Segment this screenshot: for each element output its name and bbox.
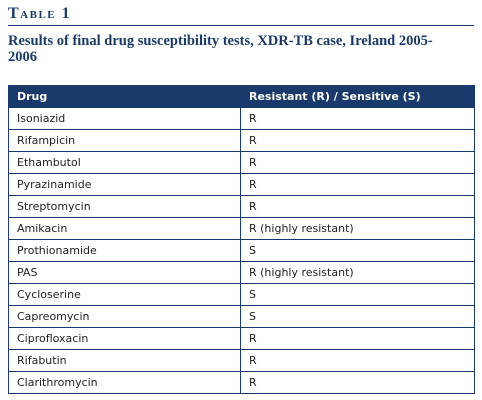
column-header-drug: Drug: [8, 85, 241, 108]
drug-name-cell: Rifabutin: [8, 349, 241, 372]
table-row: PAS R (highly resistant): [8, 261, 475, 284]
table-row: Capreomycin S: [8, 305, 475, 328]
table-row: Rifampicin R: [8, 129, 475, 152]
table-row: Pyrazinamide R: [8, 173, 475, 196]
result-cell: R: [240, 195, 475, 218]
table-row: Clarithromycin R: [8, 371, 475, 394]
table-row: Streptomycin R: [8, 195, 475, 218]
column-header-result: Resistant (R) / Sensitive (S): [240, 85, 475, 108]
table-body: Isoniazid R Rifampicin R Ethambutol R Pyrazina…: [8, 107, 475, 394]
result-cell: S: [240, 283, 475, 306]
susceptibility-table: Drug Resistant (R) / Sensitive (S) Isoni…: [8, 85, 475, 394]
result-cell: R: [240, 129, 475, 152]
drug-name-cell: Rifampicin: [8, 129, 241, 152]
drug-name-cell: Prothionamide: [8, 239, 241, 262]
result-cell: R: [240, 107, 475, 130]
drug-name-cell: Amikacin: [8, 217, 241, 240]
result-cell: R (highly resistant): [240, 217, 475, 240]
result-cell: R: [240, 327, 475, 350]
drug-name-cell: PAS: [8, 261, 241, 284]
drug-name-cell: Cycloserine: [8, 283, 241, 306]
drug-name-cell: Ethambutol: [8, 151, 241, 174]
drug-name-cell: Ciprofloxacin: [8, 327, 241, 350]
drug-name-cell: Streptomycin: [8, 195, 241, 218]
drug-name-cell: Capreomycin: [8, 305, 241, 328]
table-row: Prothionamide S: [8, 239, 475, 262]
result-cell: R: [240, 151, 475, 174]
result-cell: S: [240, 305, 475, 328]
divider: [8, 25, 474, 26]
table-row: Isoniazid R: [8, 107, 475, 130]
result-cell: R: [240, 371, 475, 394]
table-row: Rifabutin R: [8, 349, 475, 372]
table-row: Cycloserine S: [8, 283, 475, 306]
document: Table 1 Results of final drug susceptibi…: [8, 4, 475, 394]
drug-name-cell: Isoniazid: [8, 107, 241, 130]
result-cell: S: [240, 239, 475, 262]
drug-name-cell: Pyrazinamide: [8, 173, 241, 196]
result-cell: R (highly resistant): [240, 261, 475, 284]
table-row: Ethambutol R: [8, 151, 475, 174]
result-cell: R: [240, 349, 475, 372]
table-caption: Results of final drug susceptibility tes…: [8, 33, 433, 65]
result-cell: R: [240, 173, 475, 196]
table-row: Amikacin R (highly resistant): [8, 217, 475, 240]
table-header-row: Drug Resistant (R) / Sensitive (S): [8, 85, 475, 108]
drug-name-cell: Clarithromycin: [8, 371, 241, 394]
table-row: Ciprofloxacin R: [8, 327, 475, 350]
table-label: Table 1: [8, 5, 72, 22]
